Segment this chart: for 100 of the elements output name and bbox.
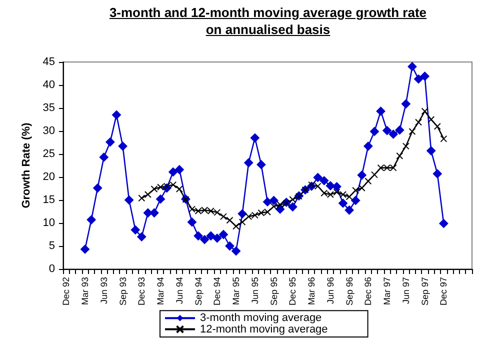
point (244, 158, 254, 168)
point (188, 206, 196, 213)
y-tick-label: 40 (42, 79, 55, 91)
point (124, 196, 134, 204)
point (225, 242, 234, 250)
point (364, 142, 373, 151)
y-tick-label: 25 (42, 148, 55, 160)
point (426, 146, 436, 156)
point (382, 126, 392, 136)
point (320, 190, 328, 197)
legend-label: 3-month moving average (200, 312, 322, 324)
point (258, 209, 265, 216)
y-tick-label: 0 (48, 263, 55, 275)
point (232, 246, 241, 256)
x-tick-label: Mar 97 (382, 277, 392, 306)
x-tick-label: Dec 93 (136, 277, 147, 306)
point (420, 72, 430, 81)
point (118, 142, 128, 151)
point (174, 165, 184, 174)
point (93, 184, 102, 193)
point (351, 196, 360, 205)
point (170, 181, 177, 188)
point (106, 138, 115, 147)
x-tick-label: Mar 96 (306, 277, 317, 306)
x-tick-label: Dec 92 (61, 277, 72, 306)
y-tick-label: 20 (42, 171, 55, 183)
point (428, 116, 435, 123)
x-tick-label: Mar 93 (80, 277, 90, 306)
x-tick-label: Mar 95 (231, 277, 242, 306)
point (201, 206, 208, 214)
point (288, 202, 298, 212)
y-tick-label: 10 (42, 217, 55, 229)
point (344, 206, 354, 215)
y-tick-label: 15 (42, 194, 55, 206)
point (352, 186, 360, 194)
x-tick-label: Sep 93 (118, 277, 128, 306)
point (402, 142, 410, 150)
point (377, 164, 384, 172)
x-tick-label: Sep 95 (268, 277, 279, 306)
point (440, 135, 448, 142)
x-tick-label: Sep 96 (344, 277, 354, 306)
x-tick-label: Jun 96 (325, 277, 336, 304)
x-tick-label: Jun 97 (400, 277, 411, 304)
point (251, 212, 258, 219)
point (314, 182, 322, 190)
x-tick-label: Dec 95 (288, 277, 298, 306)
x-tick-label: Dec 97 (438, 277, 449, 306)
point (421, 108, 428, 115)
point (144, 190, 152, 198)
x-tick-label: Sep 94 (193, 277, 204, 306)
point (194, 208, 202, 215)
x-tick-label: Jun 95 (250, 277, 260, 304)
point (432, 169, 442, 178)
point (112, 110, 121, 120)
point (130, 225, 140, 234)
point (264, 208, 271, 216)
point (333, 188, 340, 196)
point (138, 194, 146, 202)
point (238, 218, 246, 226)
point (194, 231, 203, 240)
point (439, 218, 448, 228)
point (276, 201, 284, 208)
point (408, 62, 417, 72)
point (270, 202, 278, 210)
point (388, 130, 398, 139)
point (212, 234, 222, 243)
x-tick-label: Mar 94 (156, 277, 166, 306)
chart-title: 3-month and 12-month moving average growth rate on annualised basis (108, 4, 428, 38)
point (187, 218, 196, 227)
x-tick-label: Jun 94 (174, 277, 184, 304)
x-tick-label: Dec 96 (363, 277, 374, 306)
point (168, 167, 178, 176)
point (396, 152, 404, 160)
y-tick-label: 45 (42, 56, 55, 68)
point (220, 213, 227, 220)
point (245, 213, 252, 220)
point (370, 171, 378, 178)
x-tick-label: Dec 94 (212, 277, 222, 306)
point (364, 178, 372, 185)
point (176, 185, 183, 192)
legend-label: 12-month moving average (200, 323, 328, 336)
point (143, 208, 152, 218)
point (338, 198, 348, 208)
point (207, 208, 214, 215)
x-tick-label: Jun 93 (98, 277, 109, 304)
y-tick-label: 35 (42, 102, 55, 114)
point (376, 106, 386, 116)
point (340, 190, 347, 198)
x-tick-label: Sep 97 (420, 277, 430, 306)
point (415, 118, 422, 126)
point (395, 126, 404, 135)
point (408, 128, 416, 135)
y-tick-label: 30 (42, 125, 55, 137)
point (232, 222, 240, 230)
point (206, 231, 216, 240)
point (308, 181, 316, 188)
point (326, 181, 335, 190)
point (320, 176, 329, 186)
point (289, 196, 296, 204)
point (200, 235, 210, 244)
